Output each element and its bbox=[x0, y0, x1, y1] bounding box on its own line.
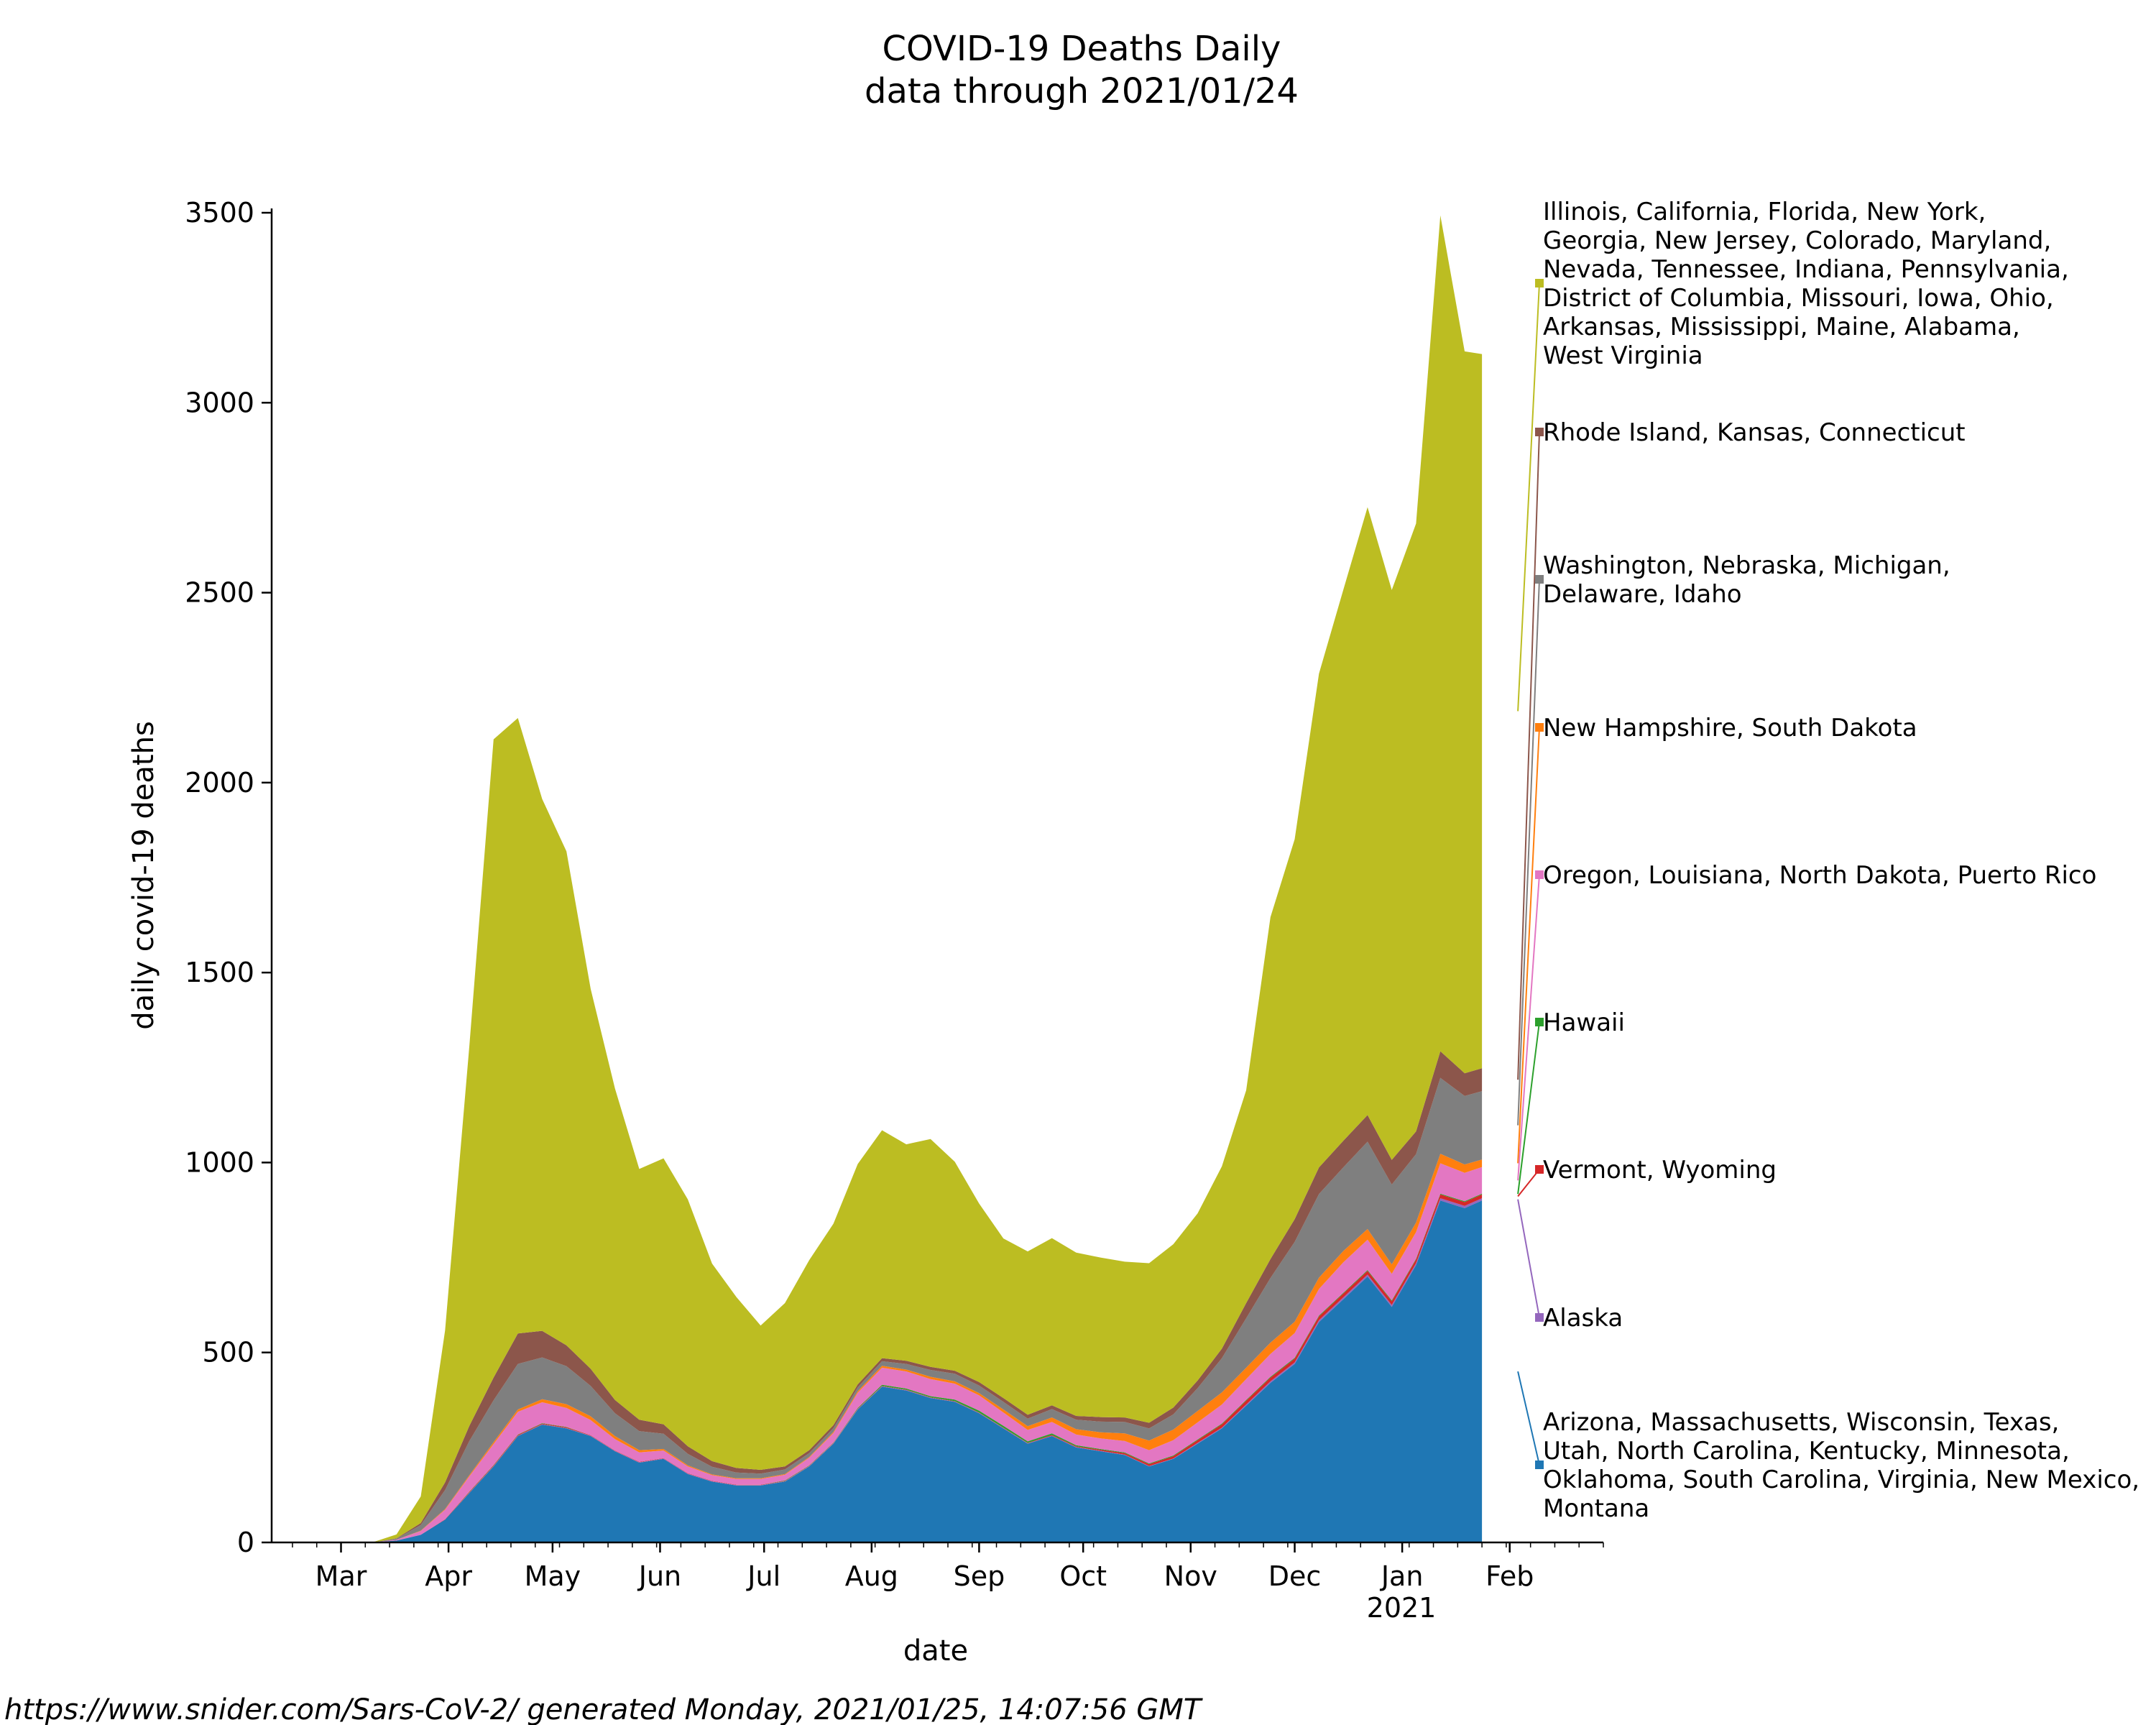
legend-label: Vermont, Wyoming bbox=[1543, 1156, 1777, 1184]
chart-subtitle: data through 2021/01/24 bbox=[865, 71, 1299, 111]
y-tick-label: 2500 bbox=[185, 577, 254, 609]
legend-leader-line bbox=[1517, 282, 1540, 712]
legend-label: Oregon, Louisiana, North Dakota, Puerto … bbox=[1543, 861, 2096, 890]
x-tick-label: Oct bbox=[1059, 1560, 1107, 1592]
legend-label: Rhode Island, Kansas, Connecticut bbox=[1543, 418, 1966, 447]
legend-label: Alaska bbox=[1543, 1304, 1623, 1333]
legend-marker bbox=[1535, 1018, 1544, 1026]
y-tick-label: 500 bbox=[202, 1337, 254, 1368]
x-tick-label: Apr bbox=[425, 1560, 472, 1592]
legend-leader-line bbox=[1517, 1371, 1540, 1466]
area-series-8 bbox=[372, 215, 1483, 1543]
legend-leader-line bbox=[1517, 1199, 1540, 1318]
area-series-0 bbox=[372, 1200, 1483, 1542]
legend-leader-line bbox=[1517, 431, 1540, 1080]
y-tick-label: 3000 bbox=[185, 387, 254, 418]
legend-leader-line bbox=[1517, 874, 1540, 1181]
legend-label: Oklahoma, South Carolina, Virginia, New … bbox=[1543, 1466, 2139, 1494]
legend-label: Arkansas, Mississippi, Maine, Alabama, bbox=[1543, 313, 2020, 341]
legend-marker bbox=[1535, 428, 1544, 436]
legend-label: District of Columbia, Missouri, Iowa, Oh… bbox=[1543, 284, 2054, 313]
legend: Illinois, California, Florida, New York,… bbox=[1535, 198, 2139, 1523]
legend-label: Hawaii bbox=[1543, 1008, 1625, 1037]
legend-marker bbox=[1535, 575, 1544, 584]
legend-label: New Hampshire, South Dakota bbox=[1543, 714, 1917, 742]
legend-marker bbox=[1535, 870, 1544, 879]
legend-label: Montana bbox=[1543, 1494, 1649, 1523]
legend-marker bbox=[1535, 1165, 1544, 1174]
y-tick-label: 3500 bbox=[185, 197, 254, 229]
y-tick-label: 1500 bbox=[185, 957, 254, 988]
legend-leader-line bbox=[1517, 727, 1540, 1164]
y-tick-label: 0 bbox=[237, 1527, 254, 1558]
x-tick-label: Feb bbox=[1485, 1560, 1534, 1592]
x-axis-label: date bbox=[903, 1634, 968, 1668]
x-tick-label: Aug bbox=[845, 1560, 898, 1592]
x-tick-label: Nov bbox=[1164, 1560, 1217, 1592]
chart-title: COVID-19 Deaths Daily bbox=[883, 29, 1281, 69]
x-tick-label: Sep bbox=[954, 1560, 1005, 1592]
legend-label: Georgia, New Jersey, Colorado, Maryland, bbox=[1543, 226, 2051, 255]
y-axis-ticks: 0 500 1000 1500 2000 2500 3000 3500 bbox=[185, 197, 272, 1558]
legend-label: Illinois, California, Florida, New York, bbox=[1543, 198, 1986, 226]
legend-leader-line bbox=[1517, 1169, 1540, 1197]
legend-connector-lines bbox=[1517, 282, 1540, 1466]
legend-marker bbox=[1535, 279, 1544, 288]
x-tick-label: Mar bbox=[315, 1560, 367, 1592]
stacked-areas bbox=[372, 215, 1483, 1543]
area-series-6 bbox=[372, 1077, 1483, 1542]
footer-text: https://www.snider.com/Sars-CoV-2/ gener… bbox=[4, 1693, 1204, 1725]
legend-leader-line bbox=[1517, 579, 1540, 1126]
y-tick-label: 2000 bbox=[185, 767, 254, 799]
legend-label: Utah, North Carolina, Kentucky, Minnesot… bbox=[1543, 1437, 2070, 1466]
x-axis-ticks: Mar Apr May Jun Jul Aug Sep Oct Nov Dec Jan Feb bbox=[292, 1542, 1604, 1592]
legend-label: Nevada, Tennessee, Indiana, Pennsylvania… bbox=[1543, 255, 2069, 284]
legend-label: Washington, Nebraska, Michigan, bbox=[1543, 551, 1950, 580]
legend-label: Arizona, Massachusetts, Wisconsin, Texas… bbox=[1543, 1408, 2059, 1437]
x-tick-label: Dec bbox=[1268, 1560, 1322, 1592]
legend-marker bbox=[1535, 1313, 1544, 1322]
x-tick-label: May bbox=[525, 1560, 581, 1592]
legend-leader-line bbox=[1517, 1021, 1540, 1195]
legend-marker bbox=[1535, 1460, 1544, 1469]
x-tick-label: Jul bbox=[746, 1560, 780, 1592]
y-tick-label: 1000 bbox=[185, 1146, 254, 1178]
legend-label: Delaware, Idaho bbox=[1543, 580, 1742, 609]
x-tick-label: Jan bbox=[1380, 1560, 1424, 1592]
legend-label: West Virginia bbox=[1543, 341, 1703, 370]
x-axis-year-label: 2021 bbox=[1367, 1592, 1437, 1624]
x-tick-label: Jun bbox=[637, 1560, 681, 1592]
y-axis-label: daily covid-19 deaths bbox=[127, 721, 160, 1030]
legend-marker bbox=[1535, 723, 1544, 732]
